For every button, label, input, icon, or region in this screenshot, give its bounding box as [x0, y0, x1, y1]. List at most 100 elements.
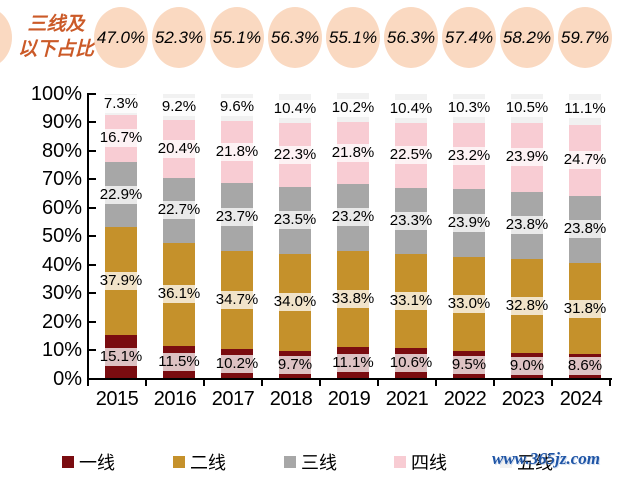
data-label-tier-4: 24.7%	[561, 151, 609, 170]
header-bubble	[268, 7, 322, 68]
legend-label-tier-4: 四线	[411, 453, 447, 473]
x-axis-tick	[145, 380, 147, 386]
x-axis-tick	[261, 380, 263, 386]
header-value: 58.2%	[502, 28, 552, 47]
y-axis-tick-label: 60%	[41, 196, 82, 219]
y-axis-tick-label: 80%	[41, 139, 82, 162]
legend-swatch-tier-4	[394, 456, 406, 468]
data-label-tier-1: 9.5%	[449, 355, 489, 374]
x-axis-label: 2019	[327, 388, 371, 410]
y-axis-tick	[89, 292, 96, 294]
x-axis-tick	[319, 380, 321, 386]
data-label-tier-3: 23.8%	[503, 216, 551, 235]
y-axis-tick	[89, 121, 96, 123]
data-label-tier-4: 22.5%	[387, 146, 435, 165]
data-label-tier-1: 9.0%	[507, 356, 547, 375]
header-value: 56.3%	[386, 28, 436, 47]
data-label-tier-4: 21.8%	[329, 144, 377, 163]
data-label-tier-1: 11.5%	[156, 353, 202, 372]
y-axis-tick	[89, 377, 96, 380]
y-axis-tick	[89, 320, 96, 323]
y-axis-tick	[89, 92, 96, 95]
x-axis-label: 2024	[559, 388, 603, 410]
y-axis-tick-label: 100%	[30, 82, 82, 105]
y-axis-tick-label: 70%	[41, 168, 82, 190]
data-label-tier-2: 36.1%	[155, 285, 203, 304]
data-label-tier-5: 9.6%	[217, 98, 257, 117]
data-label-tier-2: 34.0%	[271, 293, 319, 312]
data-label-tier-2: 33.0%	[445, 295, 493, 314]
legend-swatch-tier-3	[284, 456, 296, 468]
data-label-tier-3: 23.7%	[213, 207, 261, 226]
data-label-tier-2: 37.9%	[97, 272, 145, 291]
y-axis-tick	[89, 206, 96, 209]
header-value: 47.0%	[96, 28, 146, 47]
data-label-tier-5: 10.4%	[271, 99, 319, 118]
y-axis-tick	[89, 263, 96, 266]
x-axis-label: 2017	[211, 388, 255, 410]
data-label-tier-3: 23.2%	[329, 208, 377, 227]
header-bubble	[442, 7, 496, 68]
header-value: 56.3%	[270, 28, 320, 47]
x-axis-label: 2018	[269, 388, 313, 410]
data-label-tier-2: 31.8%	[561, 299, 609, 318]
legend-label-tier-1: 一线	[79, 453, 115, 473]
x-axis-tick	[87, 380, 89, 386]
x-axis-tick	[435, 380, 437, 386]
legend-swatch-tier-2	[173, 456, 185, 468]
data-label-tier-3: 23.8%	[561, 220, 609, 239]
legend-swatch-tier-1	[62, 456, 74, 468]
header-value: 55.1%	[212, 28, 262, 47]
chart-annotation-title: 三线及 以下占比	[10, 12, 102, 62]
y-axis-tick-label: 50%	[41, 225, 82, 247]
x-axis-tick	[377, 380, 379, 386]
legend-item-tier-5: 五线	[500, 449, 553, 475]
data-label-tier-3: 22.9%	[97, 185, 145, 204]
data-label-tier-2: 33.1%	[387, 292, 435, 311]
x-axis-tick	[551, 380, 553, 386]
legend-swatch-tier-5	[500, 456, 512, 468]
annotation-title-line1: 三线及	[27, 14, 85, 35]
data-label-tier-1: 10.6%	[387, 354, 435, 373]
header-value: 57.4%	[444, 28, 494, 47]
data-label-tier-5: 9.2%	[159, 97, 199, 116]
legend-label-tier-3: 三线	[301, 453, 337, 473]
x-axis-label: 2015	[95, 388, 139, 410]
legend-item-tier-1: 一线	[62, 449, 115, 475]
header-bubble	[384, 7, 438, 68]
header-bubble	[152, 7, 206, 68]
y-axis-tick-label: 30%	[41, 282, 82, 304]
x-axis-label: 2022	[443, 388, 487, 410]
data-label-tier-5: 10.4%	[387, 99, 435, 118]
legend-item-tier-3: 三线	[284, 449, 337, 475]
y-axis-tick	[89, 149, 96, 152]
y-axis-tick-label: 10%	[41, 339, 82, 361]
y-axis-line	[87, 93, 89, 380]
y-axis-tick-label: 20%	[41, 310, 82, 333]
y-axis-tick-label: 40%	[41, 253, 82, 276]
legend-item-tier-2: 二线	[173, 449, 226, 475]
x-axis-tick	[203, 380, 205, 386]
data-label-tier-5: 10.2%	[329, 98, 377, 117]
data-label-tier-4: 20.4%	[155, 140, 203, 159]
data-label-tier-1: 11.1%	[330, 353, 376, 372]
annotation-title-line2: 以下占比	[17, 39, 94, 60]
x-axis-label: 2016	[153, 388, 197, 410]
data-label-tier-3: 23.5%	[271, 211, 319, 230]
legend-item-tier-4: 四线	[394, 449, 447, 475]
data-label-tier-2: 34.7%	[213, 290, 261, 309]
data-label-tier-4: 22.3%	[271, 146, 319, 165]
data-label-tier-3: 23.9%	[445, 214, 493, 233]
watermark-link[interactable]: www.365jz.com	[492, 449, 600, 468]
data-label-tier-5: 7.3%	[101, 95, 141, 114]
legend-label-tier-5: 五线	[517, 453, 553, 473]
data-label-tier-4: 16.7%	[97, 129, 145, 148]
data-label-tier-1: 8.6%	[565, 357, 605, 376]
data-label-tier-4: 23.9%	[503, 148, 551, 167]
data-label-tier-5: 10.3%	[445, 99, 493, 118]
data-label-tier-2: 32.8%	[503, 297, 551, 316]
legend-label-tier-2: 二线	[190, 453, 226, 473]
header-bubble	[326, 7, 380, 68]
